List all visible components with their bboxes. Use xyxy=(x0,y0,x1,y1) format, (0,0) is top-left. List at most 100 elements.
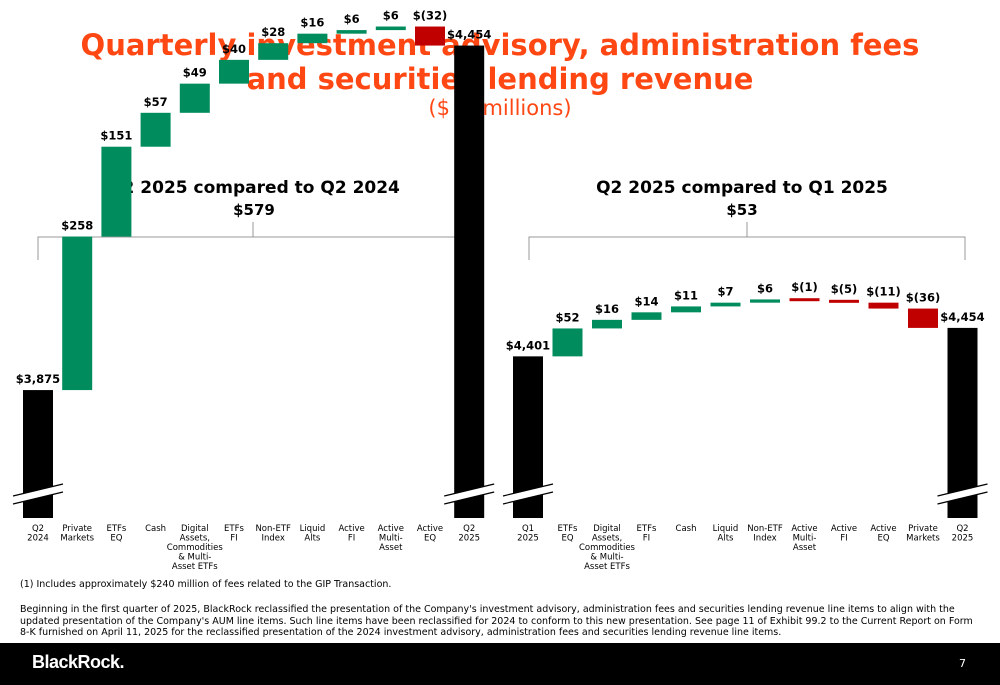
left-value-label: $151 xyxy=(100,129,132,143)
left-waterfall-chart: $3,875Q22024$258(1)PrivateMarkets$151ETF… xyxy=(12,9,495,572)
right-category-line: Active xyxy=(831,524,857,534)
left-category-line: Asset xyxy=(379,543,403,553)
left-panel-title: Q2 2025 compared to Q2 2024 xyxy=(108,178,400,198)
right-category-label: ETFs EQ xyxy=(558,524,578,544)
left-category-label: Q2 2024 xyxy=(27,524,49,544)
right-category-line: Q2 xyxy=(956,524,968,534)
right-value-label: $(1) xyxy=(791,280,818,294)
page-title: Quarterly investment advisory, administr… xyxy=(0,28,1000,96)
right-category-line: 2025 xyxy=(952,534,974,544)
left-category-line: Asset ETFs xyxy=(172,562,218,572)
left-axis-break-line xyxy=(444,491,495,505)
left-category-line: Active xyxy=(417,524,443,534)
right-bar xyxy=(908,308,938,328)
left-category-label: Cash xyxy=(145,524,166,534)
left-category-line: Private xyxy=(62,524,92,534)
right-total-bracket xyxy=(528,222,966,260)
right-category-label: Active EQ xyxy=(870,524,896,544)
right-category-label: Cash xyxy=(676,524,697,534)
left-axis-break-line xyxy=(444,483,495,497)
footnote: (1) Includes approximately $240 million … xyxy=(20,579,392,590)
left-category-label: ETFs EQ xyxy=(106,524,126,544)
left-axis-break-line xyxy=(12,483,64,497)
left-value-label: $6 xyxy=(344,12,360,26)
left-value-label: $28 xyxy=(261,25,285,39)
right-value-label: $6 xyxy=(757,281,773,295)
right-category-line: Non-ETF xyxy=(747,524,783,534)
left-value-label: $16 xyxy=(300,16,324,30)
right-category-line: Assets, xyxy=(592,534,622,544)
left-category-line: EQ xyxy=(424,534,436,544)
left-value-label: $(32) xyxy=(413,9,448,23)
left-category-line: Active xyxy=(378,524,404,534)
left-category-label: Non-ETF Index xyxy=(255,524,291,544)
left-axis-break-line xyxy=(12,491,64,505)
left-category-label: ETFs FI xyxy=(224,524,244,544)
right-category-line: & Multi- xyxy=(590,553,623,563)
left-value-label: $49 xyxy=(183,66,207,80)
right-category-line: Commodities xyxy=(579,543,636,553)
left-bar xyxy=(297,33,328,44)
left-category-line: & Multi- xyxy=(178,553,211,563)
right-bar xyxy=(671,306,701,313)
right-category-line: EQ xyxy=(561,534,573,544)
right-bar xyxy=(631,312,662,320)
left-value-label: $6 xyxy=(383,9,399,23)
right-category-line: Alts xyxy=(718,534,735,544)
right-axis-break xyxy=(503,484,553,504)
left-bar xyxy=(375,26,406,31)
right-category-label: Active Multi-Asset xyxy=(791,524,817,553)
right-value-label: $4,454 xyxy=(940,310,984,324)
left-axis-break xyxy=(13,484,63,504)
right-category-line: EQ xyxy=(877,534,889,544)
left-value-label: $258 xyxy=(61,219,93,233)
left-category-label: Digital Assets, Commodities & Multi-Asset E… xyxy=(167,524,224,572)
right-value-label: $(36) xyxy=(906,291,941,305)
right-panel-total-change: $53 xyxy=(726,201,758,219)
right-category-label: ETFs FI xyxy=(637,524,657,544)
left-category-line: Multi- xyxy=(379,534,403,544)
right-bar xyxy=(868,302,899,309)
right-category-line: Active xyxy=(870,524,896,534)
right-category-line: FI xyxy=(643,534,650,544)
left-category-label: Active Multi-Asset xyxy=(378,524,404,553)
right-axis-break-line xyxy=(502,491,554,505)
right-value-label: $(5) xyxy=(831,282,858,296)
left-category-line: ETFs xyxy=(224,524,244,534)
left-category-line: Q2 xyxy=(463,524,475,534)
right-category-line: Asset ETFs xyxy=(584,562,630,572)
title-line-2: and securities lending revenue xyxy=(246,62,754,96)
waterfall-charts: $3,875Q22024$258(1)PrivateMarkets$151ETF… xyxy=(12,9,988,572)
right-value-label: $14 xyxy=(634,294,658,308)
right-value-label: $7 xyxy=(717,285,733,299)
left-category-line: Markets xyxy=(60,534,94,544)
reclassification-note: Beginning in the first quarter of 2025, … xyxy=(20,604,973,638)
left-category-line: 2025 xyxy=(458,534,480,544)
left-value-label: $40 xyxy=(222,42,246,56)
title-line-1: Quarterly investment advisory, administr… xyxy=(80,28,920,62)
left-category-line: Non-ETF xyxy=(255,524,291,534)
right-axis-break-line xyxy=(502,483,554,497)
left-category-line: ETFs xyxy=(106,524,126,534)
left-category-line: FI xyxy=(230,534,237,544)
right-category-line: FI xyxy=(840,534,847,544)
left-axis-break xyxy=(444,484,495,504)
right-value-label: $52 xyxy=(555,310,579,324)
right-category-line: Private xyxy=(908,524,938,534)
left-value-label: $4,454 xyxy=(447,28,491,42)
right-value-label: $4,401 xyxy=(506,338,550,352)
right-category-line: Markets xyxy=(906,534,940,544)
right-bar xyxy=(552,328,583,357)
right-category-line: Q1 xyxy=(522,524,534,534)
right-category-line: ETFs xyxy=(637,524,657,534)
left-bar xyxy=(140,112,171,147)
page-number: 7 xyxy=(959,657,966,670)
right-category-label: Private Markets xyxy=(906,524,940,544)
left-category-label: Active EQ xyxy=(417,524,443,544)
left-category-line: EQ xyxy=(110,534,122,544)
right-bar xyxy=(789,298,820,302)
left-category-line: Commodities xyxy=(167,543,224,553)
left-category-line: Active xyxy=(338,524,364,534)
right-bar xyxy=(947,327,978,518)
